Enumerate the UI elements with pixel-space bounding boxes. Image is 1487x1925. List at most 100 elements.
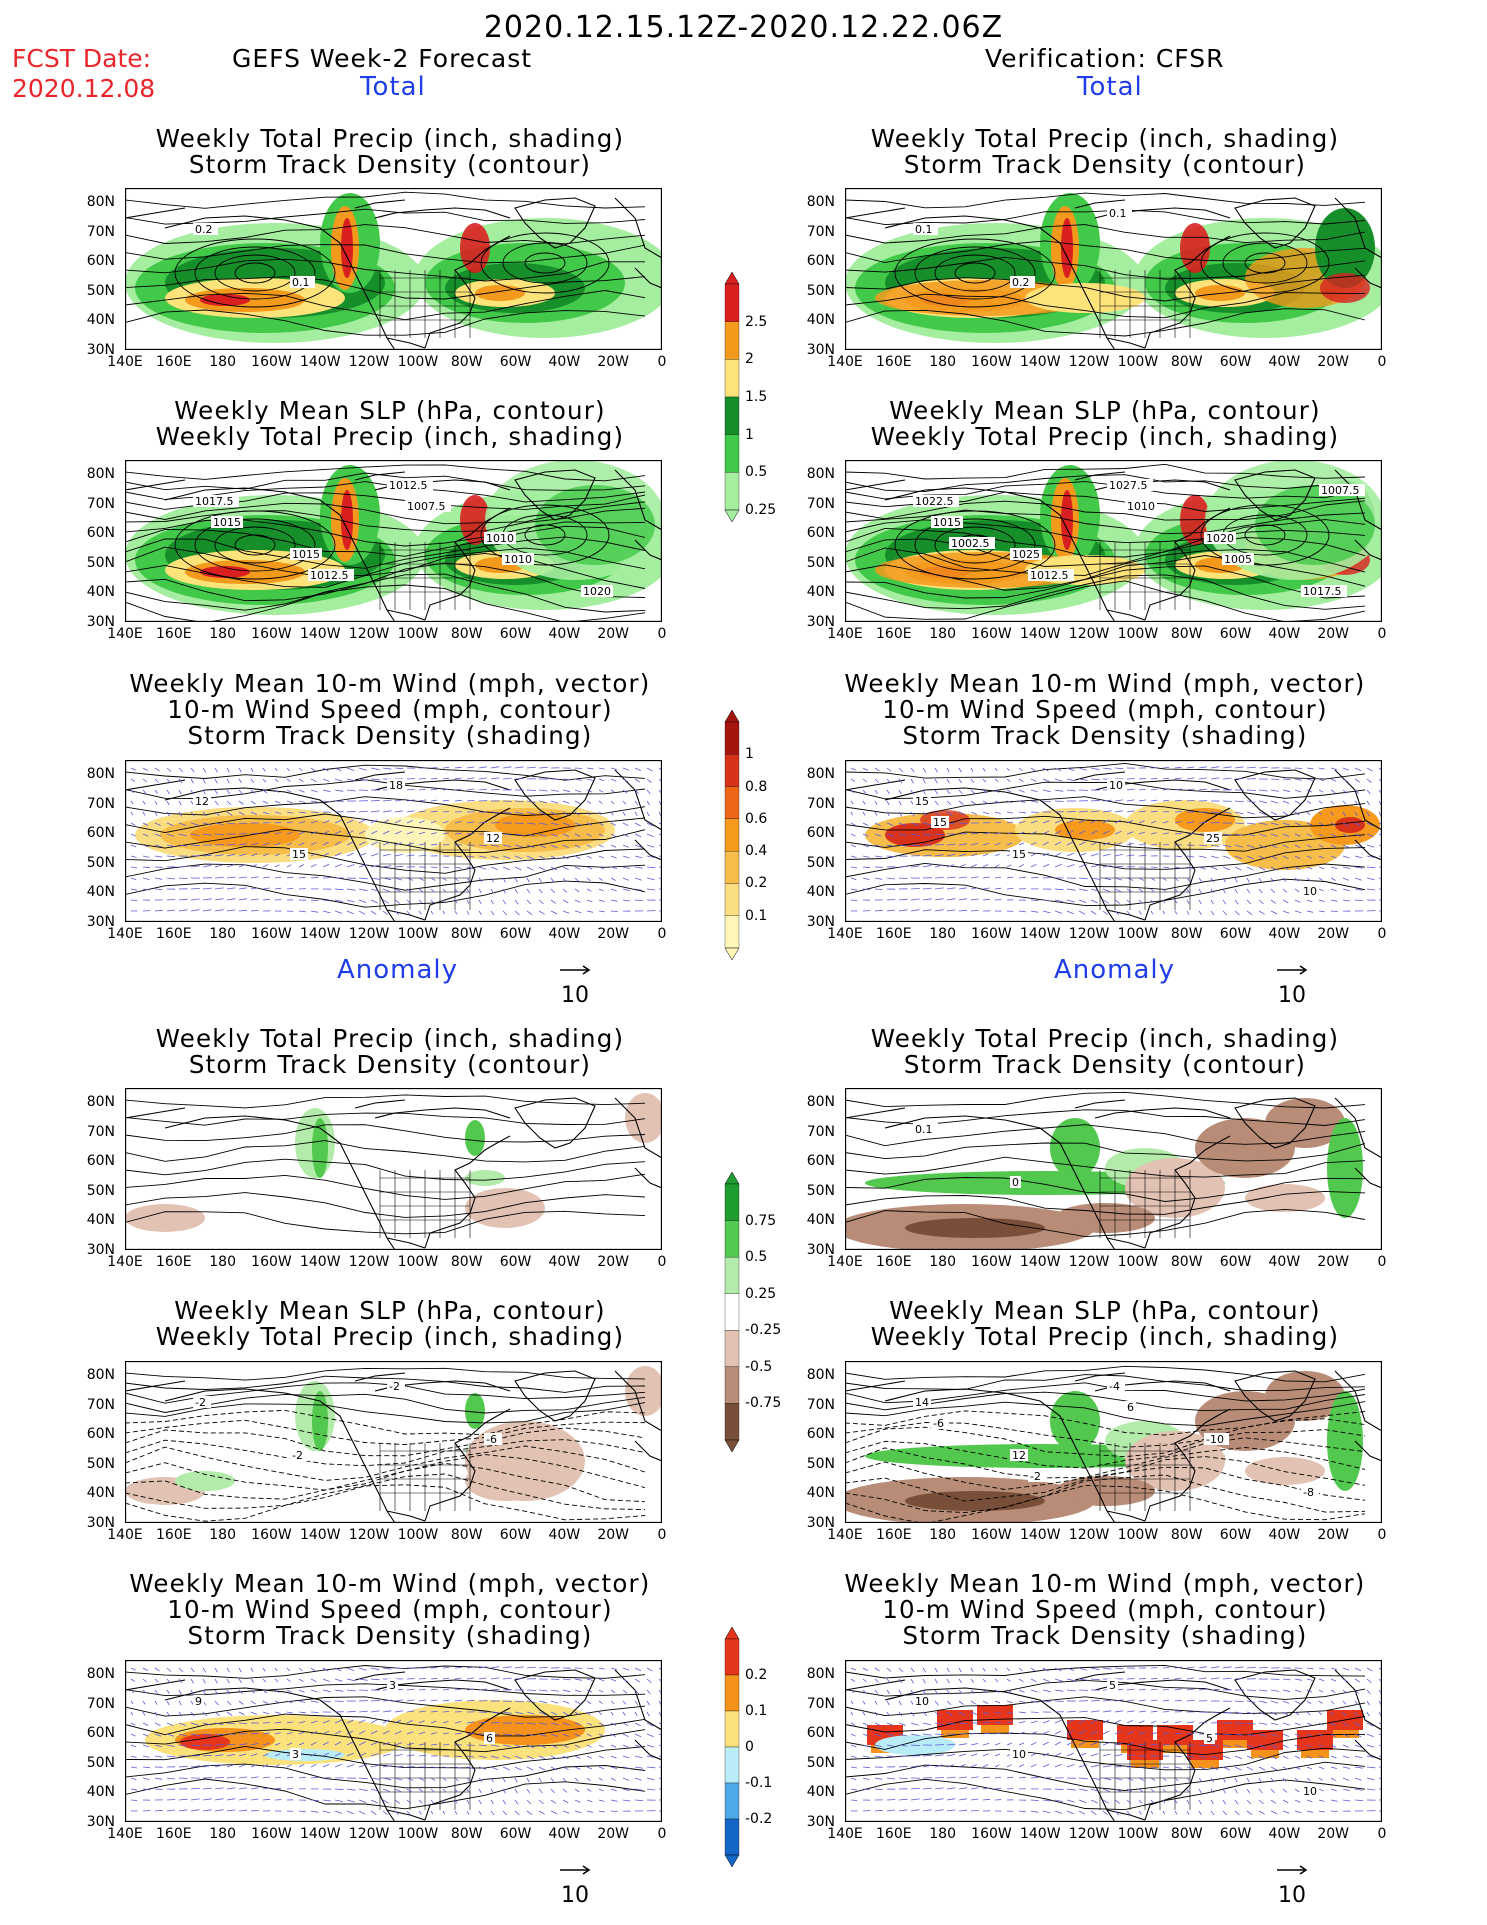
wind-vector (1174, 766, 1182, 769)
lon-label: 20W (597, 626, 629, 642)
contour-line (234, 262, 276, 284)
wind-vector (1306, 1755, 1312, 1759)
wind-vector (142, 1700, 146, 1705)
colorbar-label: 0.2 (745, 875, 768, 892)
lon-label: 120W (1068, 926, 1110, 942)
wind-vector (526, 822, 536, 825)
wind-vector (250, 843, 259, 846)
wind-vector (1258, 1700, 1267, 1704)
wind-vector (490, 1777, 494, 1783)
contour-label-bg (1301, 1785, 1319, 1797)
wind-vector (406, 788, 415, 791)
wind-vector (1066, 910, 1074, 915)
wind-vector (442, 777, 450, 780)
wind-vector (202, 854, 212, 857)
lon-label: 140W (1019, 1254, 1061, 1270)
coastline (514, 769, 596, 821)
wind-vector (1330, 877, 1336, 881)
contour-line (845, 463, 1366, 480)
wind-vector (214, 877, 224, 879)
wind-vector (958, 1700, 964, 1705)
wind-vector (310, 1776, 319, 1779)
wind-vector (886, 789, 890, 795)
wind-vector (1150, 1688, 1158, 1691)
wind-vector (142, 888, 150, 891)
lon-label: 20W (1317, 1527, 1349, 1543)
coastline (1106, 609, 1146, 621)
shading-blob (1320, 273, 1370, 303)
contour-label: -6 (486, 1433, 497, 1446)
wind-vector (1114, 1719, 1122, 1724)
wind-vector (958, 876, 968, 879)
wind-vector (382, 1765, 392, 1768)
wind-vector (466, 855, 475, 858)
wind-vector (1366, 1766, 1376, 1769)
wind-vector (262, 1689, 268, 1694)
wind-vector (1354, 866, 1363, 869)
lon-label: 140E (827, 1527, 863, 1543)
colorbar-total_storm (724, 709, 740, 961)
wind-vector (286, 1700, 293, 1704)
wind-vector (454, 1721, 462, 1724)
wind-vector (562, 1755, 569, 1760)
lon-label: 80W (450, 926, 483, 942)
wind-vector (202, 898, 212, 901)
wind-vector (574, 1700, 581, 1704)
wind-vector (454, 832, 462, 835)
wind-vector (1306, 833, 1312, 837)
coastline (1074, 199, 1126, 209)
wind-vector (1318, 1755, 1324, 1759)
wind-vector (1366, 1733, 1374, 1738)
wind-vector (1234, 899, 1239, 905)
wind-vector (1090, 1719, 1098, 1724)
wind-vector (406, 842, 415, 846)
wind-vector (1078, 819, 1086, 824)
wind-vector (886, 877, 896, 880)
wind-vector (178, 767, 184, 773)
wind-vector (238, 1798, 247, 1801)
wind-vector (1006, 1776, 1014, 1779)
wind-vector (922, 1711, 928, 1717)
wind-vector (610, 1788, 617, 1792)
wind-vector (454, 1666, 462, 1669)
wind-vector (1030, 1689, 1038, 1693)
contour-label: -2 (292, 1449, 303, 1462)
wind-vector (1042, 1752, 1049, 1757)
wind-vector (1318, 855, 1324, 859)
wind-vector (1054, 819, 1062, 824)
wind-vector (538, 1766, 546, 1771)
wind-vector (130, 855, 137, 858)
wind-vector (598, 1700, 603, 1704)
lat-label: 40N (86, 1212, 115, 1228)
wind-vector (1042, 1741, 1049, 1746)
lon-label: 140W (299, 1527, 341, 1543)
lon-label: 120W (1068, 1527, 1110, 1543)
wind-vector (478, 1666, 487, 1669)
wind-vector (634, 1777, 642, 1781)
wind-vector (1042, 841, 1049, 846)
wind-vector (1282, 1755, 1289, 1760)
wind-vector (562, 1678, 571, 1681)
contour-label: 1010 (504, 553, 532, 566)
wind-vector (622, 811, 626, 816)
wind-vector (382, 1667, 392, 1670)
wind-vector (166, 1722, 174, 1726)
wind-vector (1138, 1688, 1146, 1691)
wind-vector (358, 852, 367, 857)
wind-vector (550, 822, 559, 826)
wind-vector (1330, 899, 1338, 902)
wind-vector (562, 866, 569, 871)
lat-label: 70N (86, 1695, 115, 1712)
contour-line (934, 526, 1016, 564)
vector-ref-r-total: 10 (1262, 958, 1322, 1008)
wind-vector (1354, 767, 1362, 772)
wind-vector (226, 1753, 236, 1757)
lon-label: 160W (251, 1826, 292, 1842)
wind-vector (1114, 854, 1123, 857)
wind-vector (142, 844, 150, 848)
contour-line (845, 1466, 1366, 1502)
lat-label: 80N (86, 1094, 115, 1110)
coastline (125, 1380, 186, 1392)
wind-vector (238, 876, 248, 879)
wind-vector (406, 810, 415, 813)
